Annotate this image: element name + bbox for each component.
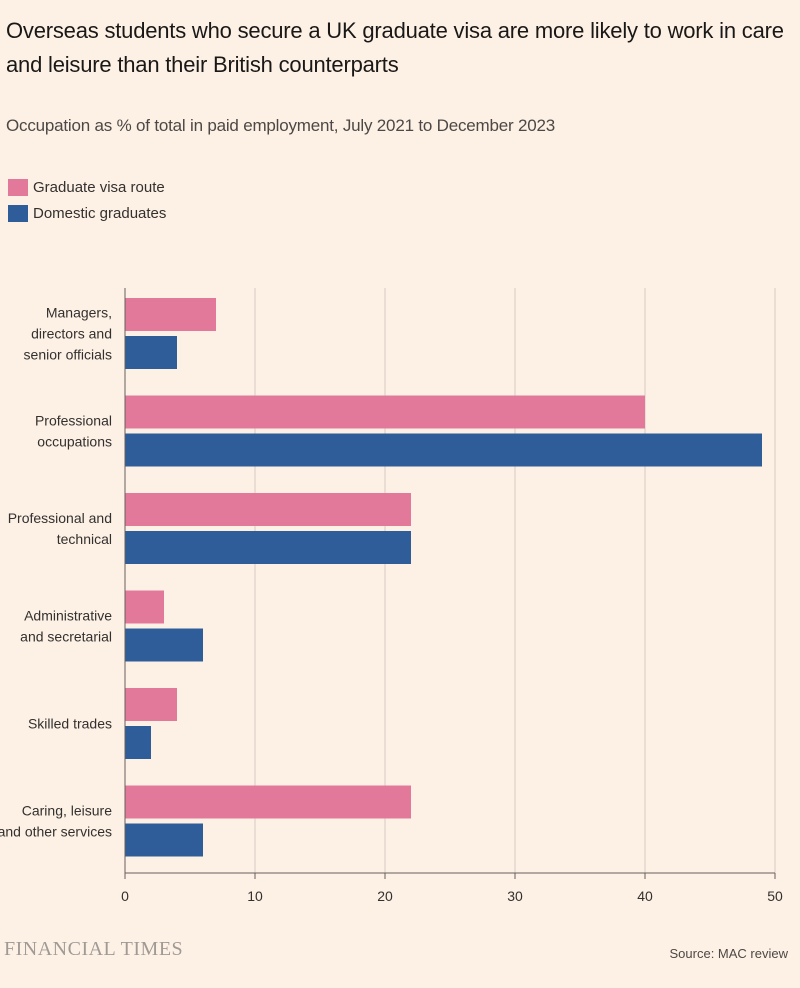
bar-visa-1 [125,395,645,429]
ft-logo: FINANCIAL TIMES [4,938,184,960]
x-tick-label-30: 30 [507,888,523,904]
bar-visa-3 [125,590,164,624]
legend-swatch-visa [8,178,28,196]
category-label-5-0: Caring, leisure [22,803,112,819]
bar-visa-4 [125,688,177,721]
category-label-4-0: Skilled trades [28,716,112,732]
category-label-2-0: Professional and [8,510,112,526]
bar-domestic-5 [125,823,203,857]
bar-domestic-2 [125,531,411,564]
legend-item-domestic: Domestic graduates [8,200,166,226]
bar-domestic-0 [125,336,177,369]
x-tick-label-10: 10 [247,888,263,904]
category-label-3-1: and secretarial [20,629,112,645]
category-label-0-2: senior officials [24,347,112,363]
category-label-5-1: and other services [0,824,112,840]
category-label-3-0: Administrative [24,608,112,624]
category-label-1-0: Professional [35,413,112,429]
legend-swatch-domestic [8,204,28,222]
legend: Graduate visa route Domestic graduates [8,174,166,226]
bar-domestic-4 [125,726,151,759]
bar-visa-0 [125,298,216,331]
x-tick-label-20: 20 [377,888,393,904]
legend-label-visa: Graduate visa route [33,178,165,196]
x-tick-label-40: 40 [637,888,653,904]
category-label-0-1: directors and [31,326,112,342]
bar-domestic-1 [125,433,762,467]
bar-domestic-3 [125,628,203,662]
x-tick-label-0: 0 [121,888,129,904]
bar-visa-2 [125,493,411,526]
chart-subtitle: Occupation as % of total in paid employm… [6,116,556,135]
legend-item-visa: Graduate visa route [8,174,166,200]
source-note: Source: MAC review [669,946,788,961]
bar-visa-5 [125,785,411,819]
category-label-2-1: technical [57,531,112,547]
legend-label-domestic: Domestic graduates [33,204,167,222]
chart-title: Overseas students who secure a UK gradua… [6,18,784,77]
x-tick-label-50: 50 [767,888,783,904]
category-label-0-0: Managers, [46,305,112,321]
category-label-1-1: occupations [37,434,112,450]
